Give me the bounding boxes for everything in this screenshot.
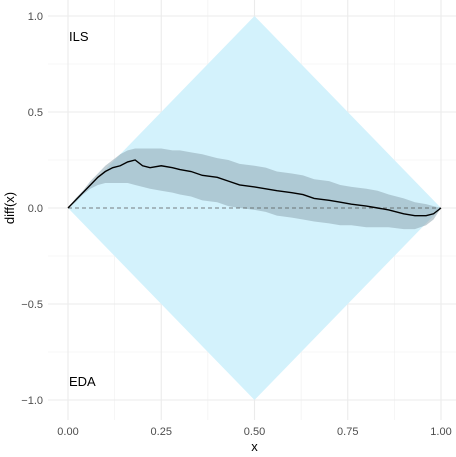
y-tick-label: 0.5 xyxy=(28,107,43,119)
y-axis-ticks: −1.0 −0.5 0.0 0.5 1.0 xyxy=(21,11,43,407)
x-tick-label: 0.25 xyxy=(151,426,172,438)
x-tick-label: 1.00 xyxy=(430,426,451,438)
confidence-ribbon xyxy=(68,148,441,230)
y-tick-label: 0.0 xyxy=(28,203,43,215)
y-tick-label: −0.5 xyxy=(21,299,43,311)
y-axis-title: diff(x) xyxy=(2,192,17,224)
x-axis-ticks: 0.00 0.25 0.50 0.75 1.00 xyxy=(57,426,451,438)
x-tick-label: 0.50 xyxy=(244,426,265,438)
corner-label-eda: EDA xyxy=(69,374,96,389)
x-tick-label: 0.00 xyxy=(57,426,78,438)
x-axis-title: x xyxy=(251,439,258,454)
y-tick-label: −1.0 xyxy=(21,395,43,407)
x-tick-label: 0.75 xyxy=(337,426,358,438)
corner-label-ils: ILS xyxy=(69,29,89,44)
series-line xyxy=(67,159,442,217)
y-tick-label: 1.0 xyxy=(28,11,43,23)
